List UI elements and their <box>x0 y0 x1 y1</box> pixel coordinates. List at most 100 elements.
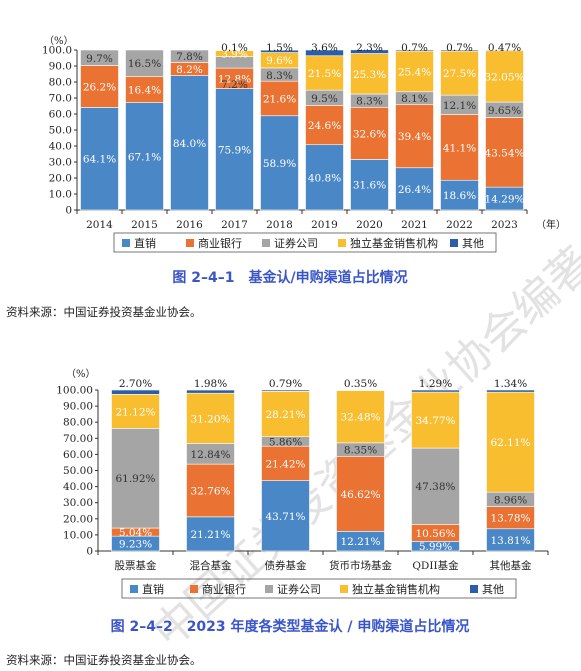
data-label-4-6: 21.5% <box>308 68 341 80</box>
data-label-3-7: 8.3% <box>356 96 383 108</box>
x-tick-label: 2015 <box>131 219 158 231</box>
bar-segment-1-6 <box>305 144 344 211</box>
legend-swatch <box>122 239 130 247</box>
data-label-3-6: 9.5% <box>311 93 338 105</box>
bar-segment-2-7 <box>350 106 389 160</box>
bar-segment-2-4 <box>336 455 385 532</box>
bar-segment-4-4 <box>336 390 385 444</box>
x-tick-label: 2017 <box>221 219 248 231</box>
data-label-3-2: 16.5% <box>128 58 161 70</box>
data-label-2-4: 46.62% <box>340 489 380 501</box>
y-tick-label: 60.00 <box>63 449 93 461</box>
data-label-other-4: 0.1% <box>221 42 248 54</box>
legend-label: 其他 <box>482 583 504 596</box>
bar-segment-5-1 <box>111 389 160 395</box>
data-label-2-6: 24.6% <box>308 120 341 132</box>
data-label-4-4: 3.9% <box>221 48 248 60</box>
bar-segment-1-2 <box>186 516 235 552</box>
bar-segment-5-2 <box>186 389 235 394</box>
bar-segment-5-4 <box>336 389 385 391</box>
bar-segment-3-5 <box>411 447 460 525</box>
bar-segment-5-3 <box>261 389 310 392</box>
bar-segment-1-3 <box>261 480 310 552</box>
bar-segment-4-10 <box>485 50 524 103</box>
data-label-other-3: 0.79% <box>269 378 302 390</box>
bar-segment-4-2 <box>186 392 235 444</box>
data-label-other-1: 2.70% <box>119 378 152 390</box>
legend-swatch <box>265 585 273 593</box>
data-label-other-8: 0.7% <box>401 42 428 54</box>
data-label-2-1: 5.04% <box>119 527 152 539</box>
bar-segment-1-2 <box>125 102 164 211</box>
y-tick-label: 100.00 <box>56 385 93 397</box>
bar-segment-3-2 <box>125 49 164 77</box>
legend-label: 直销 <box>134 236 156 250</box>
x-tick-label: 股票基金 <box>115 559 157 572</box>
chart-2-caption: 图 2–4–2 2023 年度各类型基金认 / 申购渠道占比情况 <box>111 618 470 635</box>
bar-segment-5-8 <box>395 49 434 52</box>
chart-2-source: 资料来源：中国证券投资基金业协会。 <box>6 653 202 667</box>
bar-segment-1-1 <box>80 107 119 211</box>
y-tick-label: 70.0 <box>49 93 72 105</box>
data-label-4-8: 25.4% <box>398 66 431 78</box>
y-unit-label: （%） <box>66 368 96 380</box>
data-label-other-7: 2.3% <box>356 42 383 54</box>
legend-label: 独立基金销售机构 <box>350 236 438 250</box>
data-label-4-10: 32.05% <box>484 71 524 83</box>
data-label-2-7: 32.6% <box>353 128 386 140</box>
data-label-1-8: 26.4% <box>398 184 431 196</box>
data-label-3-5: 8.3% <box>266 70 293 82</box>
data-label-2-5: 21.6% <box>263 93 296 105</box>
bar-segment-5-4 <box>215 49 254 51</box>
bar-segment-1-4 <box>215 88 254 211</box>
data-label-other-4: 0.35% <box>344 378 377 390</box>
data-label-4-5: 9.6% <box>266 55 293 67</box>
bar-segment-2-3 <box>261 445 310 481</box>
bar-segment-4-9 <box>440 50 479 96</box>
data-label-3-4: 7.2% <box>221 79 248 91</box>
data-label-3-4: 8.35% <box>344 445 377 457</box>
data-label-4-3: 28.21% <box>265 409 305 421</box>
data-label-other-10: 0.47% <box>488 42 521 54</box>
data-label-other-2: 1.98% <box>194 378 227 390</box>
data-label-1-1: 9.23% <box>119 539 152 551</box>
legend-label: 独立基金销售机构 <box>352 582 440 596</box>
bar-segment-1-8 <box>395 167 434 211</box>
bar-segment-4-6 <box>305 55 344 91</box>
legend-label: 商业银行 <box>202 582 246 596</box>
x-tick-label: 2020 <box>356 219 383 231</box>
data-label-2-9: 41.1% <box>443 142 476 154</box>
data-label-1-2: 67.1% <box>128 151 161 163</box>
data-label-1-7: 31.6% <box>353 180 386 192</box>
y-tick-label: 100.0 <box>42 45 72 57</box>
y-tick-label: 0 <box>65 205 72 217</box>
bar-segment-5-5 <box>411 389 460 393</box>
legend-label: 证券公司 <box>277 582 321 596</box>
bar-segment-4-5 <box>411 391 460 449</box>
y-unit-label: （%） <box>44 35 74 47</box>
data-label-1-10: 14.29% <box>484 194 524 206</box>
data-label-3-3: 7.8% <box>176 51 203 63</box>
bar-segment-3-3 <box>170 49 209 63</box>
y-tick-label: 40.0 <box>49 141 72 153</box>
data-label-1-2: 21.21% <box>190 529 230 541</box>
data-label-2-3: 21.42% <box>265 458 305 470</box>
data-label-3-1: 61.92% <box>115 473 155 485</box>
data-label-4-9: 27.5% <box>443 68 476 80</box>
data-label-2-6: 13.78% <box>490 513 530 525</box>
y-tick-label: 20.0 <box>49 173 72 185</box>
data-label-1-4: 12.21% <box>340 536 380 548</box>
data-label-other-5: 1.29% <box>419 378 452 390</box>
y-tick-label: 0 <box>86 546 93 558</box>
data-label-4-5: 34.77% <box>415 415 455 427</box>
x-tick-label: QDII基金 <box>412 559 459 572</box>
data-label-3-9: 12.1% <box>443 100 476 112</box>
data-label-1-3: 84.0% <box>173 138 206 150</box>
bar-segment-5-6 <box>305 49 344 57</box>
y-tick-label: 50.0 <box>49 125 72 137</box>
x-tick-label: 混合基金 <box>190 559 232 572</box>
data-label-4-2: 31.20% <box>190 413 230 425</box>
bar-segment-1-5 <box>260 115 299 211</box>
data-label-3-6: 8.96% <box>494 494 527 506</box>
